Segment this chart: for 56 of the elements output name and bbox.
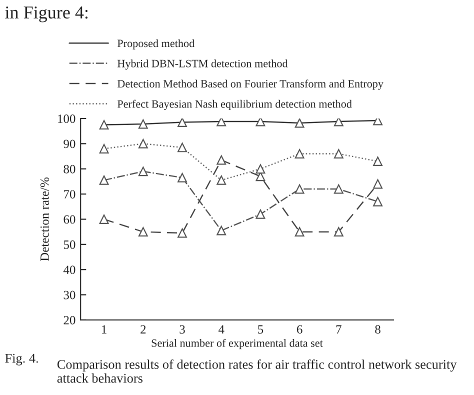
x-tick-label: 7 <box>336 325 342 334</box>
point <box>99 214 109 224</box>
point <box>178 142 187 152</box>
point <box>256 164 266 174</box>
y-tick-label: 30 <box>64 290 76 300</box>
point <box>216 226 226 236</box>
point <box>178 228 187 238</box>
x-tick-label: 2 <box>140 325 146 334</box>
point <box>99 144 109 154</box>
point <box>99 120 109 130</box>
point <box>373 196 382 206</box>
legend-label: Detection Method Based on Fourier Transform and Entropy <box>117 80 384 90</box>
point <box>373 156 382 166</box>
point <box>334 149 344 158</box>
point <box>99 175 109 185</box>
point <box>178 172 187 182</box>
point <box>294 227 304 237</box>
x-tick-label: 3 <box>180 325 185 334</box>
y-tick-label: 60 <box>64 215 76 224</box>
point <box>138 138 148 148</box>
point <box>138 166 148 176</box>
point <box>256 118 266 126</box>
legend-label: Perfect Bayesian Nash equilibrium detection method <box>117 100 352 110</box>
y-tick-label: 90 <box>64 140 76 148</box>
text: in Figure 4: <box>5 6 88 22</box>
x-tick-label: 8 <box>375 325 380 334</box>
point <box>294 184 304 194</box>
point <box>216 155 226 165</box>
x-tick-label: 1 <box>102 325 106 334</box>
text: Comparison results of detection rates for air traffic control network security attack behaviors <box>57 359 457 383</box>
y-axis-title: Detection rate/% <box>40 177 49 262</box>
point <box>216 118 226 126</box>
point <box>334 118 344 126</box>
y-tick-label: 80 <box>64 164 76 174</box>
point <box>334 184 344 194</box>
point <box>216 175 226 185</box>
y-tick-label: 20 <box>64 316 76 324</box>
legend-label: Hybrid DBN-LSTM detection method <box>117 59 288 70</box>
point <box>294 149 304 158</box>
y-tick-label: 100 <box>58 114 76 123</box>
x-tick-label: 6 <box>296 325 302 334</box>
x-tick-label: 4 <box>218 325 224 334</box>
point <box>138 227 148 237</box>
caption: Fig. 4. <box>5 354 38 366</box>
y-tick-label: 40 <box>63 266 76 274</box>
point <box>178 118 187 127</box>
x-tick-label: 5 <box>258 325 264 334</box>
y-tick-label: 70 <box>64 190 76 199</box>
point <box>334 227 344 237</box>
x-axis-title: Serial number of experimental data set <box>152 338 323 350</box>
point <box>256 209 266 219</box>
point <box>373 179 382 189</box>
point <box>294 118 304 128</box>
y-tick-label: 50 <box>64 240 76 249</box>
legend-label: Proposed method <box>117 39 194 50</box>
point <box>138 119 148 129</box>
